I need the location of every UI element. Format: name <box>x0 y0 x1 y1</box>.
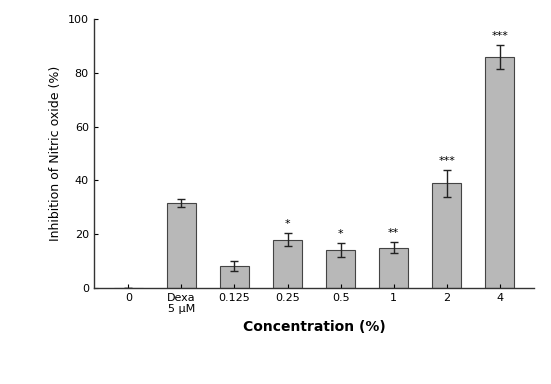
Bar <box>273 240 302 288</box>
Text: **: ** <box>388 228 399 238</box>
Bar <box>432 183 461 288</box>
Text: *: * <box>338 229 343 239</box>
Bar <box>167 204 196 288</box>
X-axis label: Concentration (%): Concentration (%) <box>242 320 386 334</box>
Text: *: * <box>285 219 290 229</box>
Text: ***: *** <box>491 31 508 41</box>
Text: ***: *** <box>439 156 455 166</box>
Bar <box>326 250 355 288</box>
Y-axis label: Inhibition of Nitric oxide (%): Inhibition of Nitric oxide (%) <box>49 66 62 241</box>
Bar <box>220 266 249 288</box>
Bar <box>485 57 515 288</box>
Bar <box>379 248 408 288</box>
